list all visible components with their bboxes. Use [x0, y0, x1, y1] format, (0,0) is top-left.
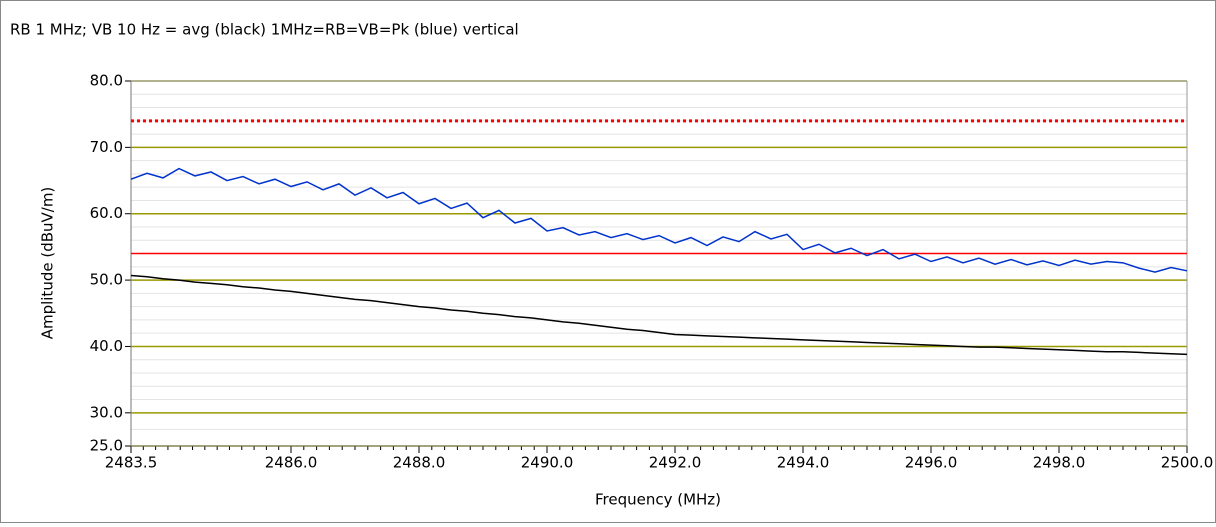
y-axis-label: Amplitude (dBuV/m)	[39, 187, 57, 340]
y-tick-label: 70.0	[90, 138, 123, 156]
x-tick-label: 2486.0	[265, 454, 318, 472]
x-tick-label: 2490.0	[521, 454, 574, 472]
y-tick-label: 40.0	[90, 337, 123, 355]
x-tick-label: 2496.0	[905, 454, 958, 472]
x-tick-label: 2500.0	[1161, 454, 1214, 472]
x-axis-label: Frequency (MHz)	[595, 491, 721, 509]
y-tick-label: 50.0	[90, 271, 123, 289]
y-tick-label: 60.0	[90, 204, 123, 222]
x-tick-label: 2492.0	[649, 454, 702, 472]
chart-title: RB 1 MHz; VB 10 Hz = avg (black) 1MHz=RB…	[10, 21, 519, 39]
x-tick-label: 2488.0	[393, 454, 446, 472]
series-line	[130, 274, 1188, 356]
y-tick-label: 80.0	[90, 72, 123, 90]
x-tick-label: 2498.0	[1033, 454, 1086, 472]
y-tick-label: 25.0	[90, 437, 123, 455]
series-line	[130, 167, 1188, 273]
x-tick-label: 2483.5	[105, 454, 158, 472]
y-tick-label: 30.0	[90, 403, 123, 421]
x-tick-label: 2494.0	[777, 454, 830, 472]
